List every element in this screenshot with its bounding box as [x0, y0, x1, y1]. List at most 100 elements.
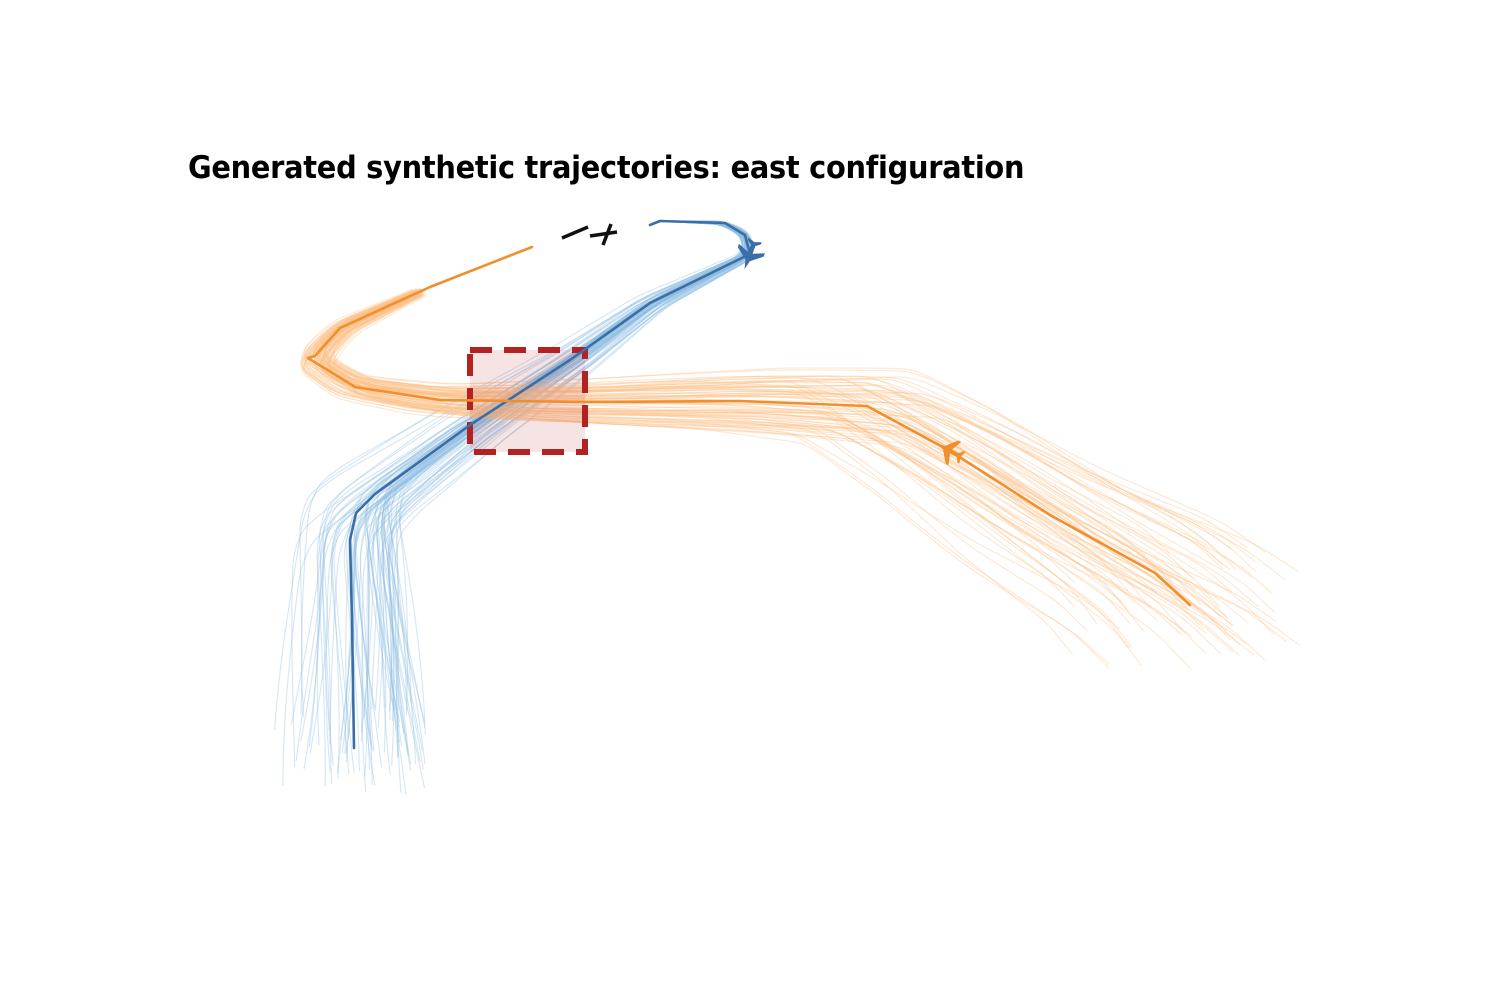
departure-sample-57 [391, 221, 753, 754]
arrival-sample-29 [313, 288, 1147, 556]
departure-sample-59 [386, 220, 751, 704]
arrival-sample-40 [315, 288, 1194, 580]
arrival-sample-35 [325, 288, 1231, 570]
arrival-sample-41 [329, 290, 1285, 580]
arrival-sample-79 [303, 288, 1075, 583]
departure-sample-38 [376, 221, 752, 757]
arrival-sample-13 [324, 288, 1213, 547]
arrival-airplane-icon [936, 440, 966, 466]
arrival-sample-1 [324, 289, 1248, 549]
arrival-sample-54 [318, 290, 1188, 610]
arrival-sample-32 [308, 289, 1116, 556]
arrival-sample-9 [328, 292, 1234, 627]
departure-sample-35 [359, 221, 748, 777]
arrival-sample-38 [325, 291, 1229, 619]
arrival-sample-61 [318, 287, 1232, 550]
runway-marker [561, 223, 618, 246]
departure-sample-40 [380, 221, 753, 751]
arrival-sample-16 [332, 289, 1266, 553]
arrival-sample-30 [328, 294, 1275, 636]
arrival-sample-49 [310, 292, 1189, 611]
departure-sample-23 [388, 221, 754, 765]
departure-sample-56 [322, 220, 746, 745]
departure-sample-16 [316, 220, 747, 746]
arrival-sample-76 [305, 289, 1107, 555]
arrival-sample-48 [312, 290, 1136, 604]
departure-sample-46 [329, 221, 748, 784]
departure-sample-20 [353, 221, 750, 768]
arrival-sample-75 [317, 291, 1173, 580]
departure-sample-61 [317, 221, 746, 787]
arrival-sample-26 [314, 292, 1183, 636]
departure-sample-19 [388, 220, 753, 757]
departure-sample-1 [299, 220, 744, 714]
departure-sample-48 [371, 221, 752, 795]
arrival-sample-4 [323, 294, 1266, 661]
arrival-sample-39 [304, 292, 1120, 630]
arrival-sample-51 [301, 291, 1129, 592]
arrival-sample-7 [303, 291, 1123, 603]
synthetic-trajectories [274, 220, 1301, 795]
arrival-sample-57 [334, 292, 1277, 622]
departure-airplane-icon [737, 237, 765, 270]
departure-sample-17 [396, 221, 751, 759]
arrival-sample-66 [330, 291, 1253, 578]
runway-segment-3 [601, 223, 613, 246]
reference-trajectories [306, 219, 1192, 750]
arrival-sample-56 [322, 290, 1195, 590]
departure-sample-28 [366, 220, 751, 749]
arrival-sample-3 [320, 295, 1191, 670]
arrival-sample-62 [319, 291, 1228, 618]
runway-segment-2 [589, 230, 618, 238]
arrival-sample-60 [325, 293, 1221, 654]
arrival-sample-74 [318, 289, 1174, 582]
arrival-sample-12 [327, 291, 1233, 626]
departure-sample-69 [371, 220, 749, 710]
departure-sample-79 [382, 221, 753, 770]
departure-sample-29 [378, 221, 753, 762]
arrival-sample-22 [322, 288, 1224, 566]
departure-reference-line [348, 219, 752, 750]
departure-sample-7 [382, 220, 753, 743]
arrival-sample-36 [320, 293, 1208, 620]
departure-sample-34 [274, 220, 743, 730]
chart-title: Generated synthetic trajectories: east c… [188, 150, 1025, 186]
departure-sample-11 [383, 220, 750, 721]
departure-sample-36 [290, 220, 743, 725]
departure-sample-39 [388, 221, 753, 765]
departure-sample-4 [372, 221, 753, 771]
departure-sample-52 [394, 221, 752, 793]
arrival-sample-67 [319, 288, 1236, 570]
arrival-sample-58 [305, 292, 1088, 632]
arrival-sample-69 [301, 290, 1076, 608]
arrival-sample-45 [322, 291, 1198, 609]
arrival-sample-37 [328, 294, 1240, 656]
departure-sample-49 [319, 220, 746, 731]
departure-sample-6 [399, 220, 752, 735]
arrival-sample-70 [299, 293, 1098, 625]
departure-sample-55 [365, 220, 749, 708]
arrival-sample-2 [332, 290, 1299, 572]
arrival-sample-8 [305, 293, 1130, 649]
departure-sample-5 [361, 221, 750, 793]
arrival-sample-20 [313, 290, 1162, 577]
departure-sample-14 [353, 220, 751, 711]
departure-sample-74 [381, 220, 753, 728]
arrival-sample-55 [313, 288, 1170, 554]
departure-sample-44 [351, 221, 751, 786]
arrival-reference-line [306, 245, 1192, 607]
departure-sample-80 [291, 221, 744, 768]
departure-sample-76 [380, 221, 752, 776]
departure-sample-22 [308, 221, 744, 748]
arrival-sample-17 [303, 295, 1142, 666]
arrival-sample-68 [303, 294, 1145, 633]
arrival-sample-15 [333, 295, 1287, 642]
arrival-sample-65 [317, 290, 1232, 593]
arrival-sample-53 [301, 293, 1131, 625]
departure-sample-60 [354, 221, 749, 786]
departure-sample-77 [325, 221, 748, 772]
arrival-sample-42 [311, 292, 1184, 632]
arrival-sample-18 [301, 293, 1129, 612]
departure-sample-50 [376, 221, 749, 753]
